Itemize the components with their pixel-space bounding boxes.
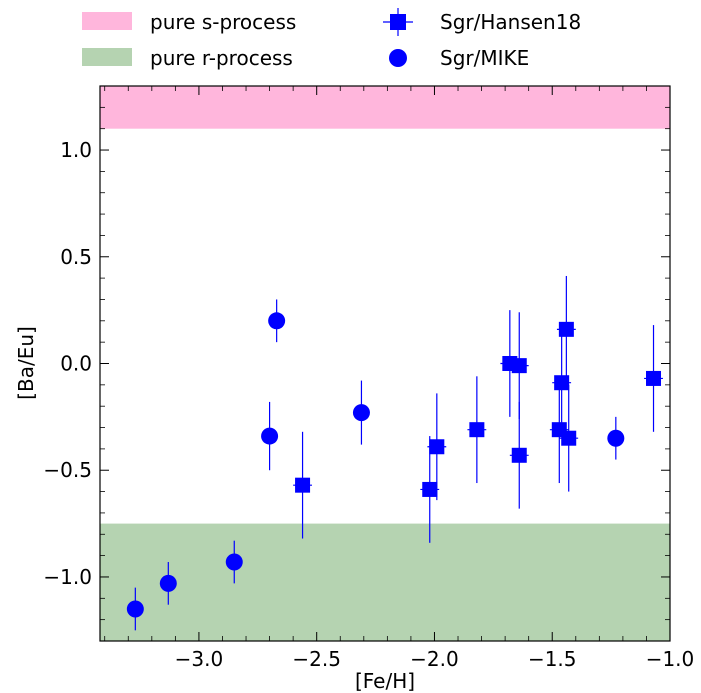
x-tick-label: −2.5 <box>292 647 341 671</box>
point-square <box>469 422 485 438</box>
x-tick-label: −1.5 <box>528 647 577 671</box>
legend-marker-mike <box>389 49 407 67</box>
point-square <box>429 439 445 455</box>
legend-swatch-r-process <box>82 48 132 66</box>
legend-label-hansen18: Sgr/Hansen18 <box>440 10 581 34</box>
x-tick-label: −1.0 <box>646 647 695 671</box>
plot-frame <box>99 85 671 642</box>
y-axis-ticks: −1.0 −0.5 0.0 0.5 1.0 <box>43 85 670 642</box>
point-circle <box>225 553 243 571</box>
point-square <box>554 375 570 391</box>
y-axis-label: [Ba/Eu] <box>14 326 38 400</box>
point-circle <box>261 427 279 445</box>
point-square <box>295 477 311 493</box>
x-tick-label: −2.0 <box>410 647 459 671</box>
point-square <box>511 447 527 463</box>
point-circle <box>159 574 177 592</box>
legend-label-s-process: pure s-process <box>150 10 296 34</box>
point-circle <box>268 312 286 330</box>
legend-label-mike: Sgr/MIKE <box>440 46 529 70</box>
y-tick-label: −1.0 <box>43 565 92 589</box>
y-tick-label: 1.0 <box>60 138 92 162</box>
point-circle <box>607 429 625 447</box>
point-square <box>511 358 527 374</box>
legend-swatch-s-process <box>82 12 132 30</box>
x-tick-label: −3.0 <box>175 647 224 671</box>
y-tick-label: 0.5 <box>60 245 92 269</box>
point-square <box>561 430 577 446</box>
point-square <box>646 370 662 386</box>
y-tick-label: 0.0 <box>60 352 92 376</box>
legend-marker-hansen18 <box>383 8 413 36</box>
band-0 <box>100 86 670 129</box>
band-1 <box>100 523 670 641</box>
data-markers <box>126 312 662 618</box>
y-tick-label: −0.5 <box>43 458 92 482</box>
point-circle <box>126 600 144 618</box>
process-bands <box>100 86 670 641</box>
legend-label-r-process: pure r-process <box>150 46 293 70</box>
x-axis-label: [Fe/H] <box>355 669 415 693</box>
point-square <box>558 321 574 337</box>
point-square <box>422 481 438 497</box>
legend: pure s-process pure r-process Sgr/Hansen… <box>82 8 581 70</box>
point-circle <box>352 404 370 422</box>
